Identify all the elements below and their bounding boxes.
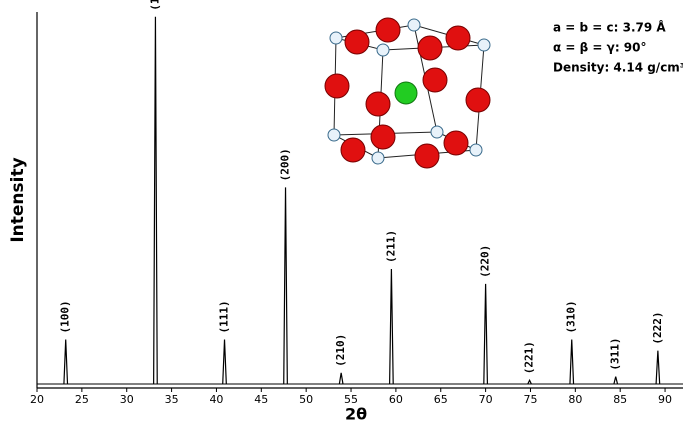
oxygen-atom: [344, 29, 370, 55]
x-axis-label: 2θ: [345, 405, 367, 424]
x-tick-label: 40: [209, 393, 223, 406]
peak: [63, 339, 69, 385]
corner-atom: [477, 38, 491, 52]
x-tick-label: 90: [658, 393, 672, 406]
corner-atom: [407, 18, 421, 32]
corner-atom: [469, 143, 483, 157]
peak-label: (310): [565, 300, 578, 333]
oxygen-atom: [340, 137, 366, 163]
x-tick-label: 60: [389, 393, 403, 406]
peak-label: (210): [334, 334, 347, 367]
peak: [153, 16, 158, 385]
x-tick-label: 85: [613, 393, 627, 406]
x-tick-label: 30: [120, 393, 134, 406]
peak: [483, 283, 489, 385]
corner-atom: [430, 125, 444, 139]
peak: [655, 350, 661, 385]
peak: [569, 339, 575, 385]
peak-label: (220): [479, 245, 492, 278]
peak-label: (110): [148, 0, 161, 11]
oxygen-atom: [417, 35, 443, 61]
peak: [613, 376, 619, 385]
x-tick-label: 80: [568, 393, 582, 406]
peak-label: (222): [651, 311, 664, 344]
oxygen-atom: [414, 143, 440, 169]
oxygen-atom: [370, 124, 396, 150]
center-atom: [394, 81, 418, 105]
peak: [527, 378, 532, 385]
peak: [222, 339, 227, 385]
corner-atom: [376, 43, 390, 57]
x-tick-label: 70: [479, 393, 493, 406]
peak-label: (221): [523, 341, 536, 374]
x-tick-label: 55: [344, 393, 358, 406]
corner-atom: [327, 128, 341, 142]
x-tick-label: 65: [434, 393, 448, 406]
x-tick-label: 75: [523, 393, 537, 406]
x-tick-label: 25: [75, 393, 89, 406]
peak-label: (211): [384, 230, 397, 263]
oxygen-atom: [365, 91, 391, 117]
annotation: a = b = c: 3.79 Å: [553, 20, 666, 35]
y-axis-label: Intensity: [8, 157, 28, 242]
peak-label: (100): [59, 300, 72, 333]
peak: [338, 372, 344, 385]
x-tick-label: 45: [254, 393, 268, 406]
oxygen-atom: [445, 25, 471, 51]
oxygen-atom: [465, 87, 491, 113]
x-tick-label: 35: [165, 393, 179, 406]
corner-atom: [371, 151, 385, 165]
peak-label: (111): [218, 300, 231, 333]
annotation: α = β = γ: 90°: [553, 41, 647, 55]
peak: [283, 187, 288, 385]
peak-label: (311): [609, 337, 622, 370]
peak-label: (200): [279, 148, 292, 181]
x-tick-label: 20: [30, 393, 44, 406]
oxygen-atom: [324, 73, 350, 99]
oxygen-atom: [422, 67, 448, 93]
oxygen-atom: [443, 130, 469, 156]
crystal-structure: [324, 17, 491, 169]
corner-atom: [329, 31, 343, 45]
x-tick-label: 50: [299, 393, 313, 406]
peak: [389, 268, 394, 385]
annotation: Density: 4.14 g/cm³: [553, 61, 683, 75]
oxygen-atom: [375, 17, 401, 43]
